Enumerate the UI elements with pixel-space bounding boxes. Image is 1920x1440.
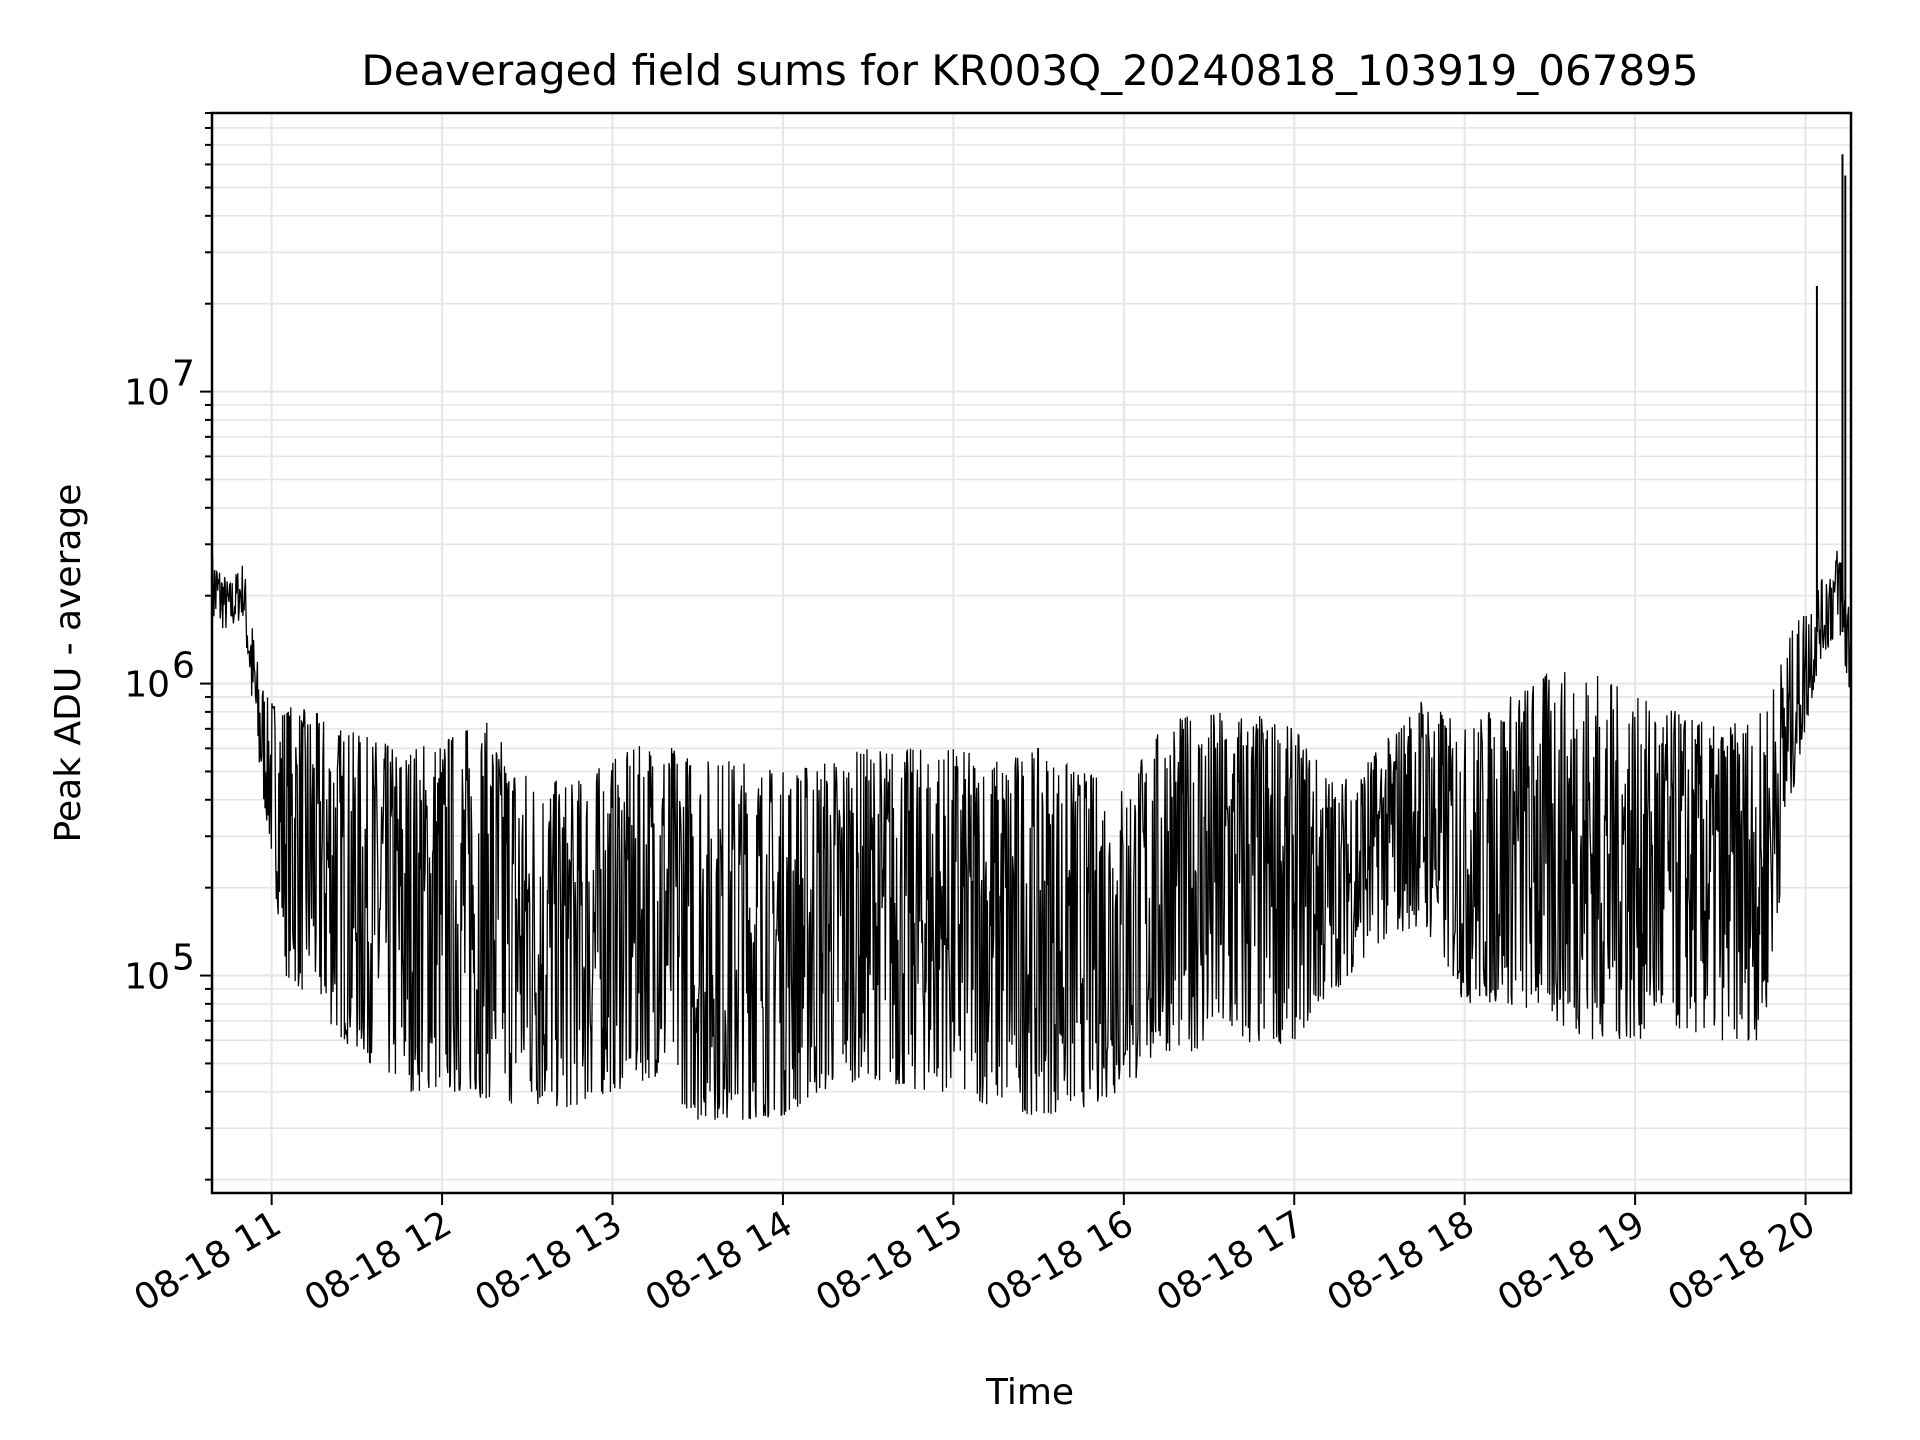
ticks: 08-18 11 08-18 12 08-18 13 08-18 14 08-18 15… (124, 112, 1822, 1320)
y-tick-exponent: 7 (172, 354, 195, 395)
y-tick-exponent: 6 (172, 646, 195, 687)
x-tick-label: 08-18 19 (1491, 1203, 1652, 1319)
x-tick-label: 08-18 11 (127, 1203, 288, 1319)
y-axis-label: Peak ADU - average (48, 484, 89, 843)
x-tick-label: 08-18 13 (468, 1203, 629, 1319)
x-tick-label: 08-18 14 (639, 1203, 800, 1319)
x-tick-label: 08-18 16 (980, 1203, 1141, 1319)
x-tick-label: 08-18 15 (809, 1203, 970, 1319)
y-tick-label: 10 (124, 665, 170, 706)
series-line (211, 550, 1852, 1120)
y-tick-label: 10 (124, 373, 170, 414)
x-axis-label: Time (985, 1372, 1074, 1413)
data-series (211, 154, 1852, 1120)
chart-title: Deaveraged field sums for KR003Q_2024081… (361, 46, 1698, 95)
y-tick-exponent: 5 (172, 938, 195, 979)
x-tick-label: 08-18 18 (1321, 1203, 1482, 1319)
x-tick-label: 08-18 20 (1661, 1203, 1822, 1319)
x-tick-label: 08-18 17 (1150, 1203, 1311, 1319)
plot-frame (210, 111, 1853, 1195)
x-tick-label: 08-18 12 (298, 1203, 459, 1319)
y-tick-label: 10 (124, 957, 170, 998)
